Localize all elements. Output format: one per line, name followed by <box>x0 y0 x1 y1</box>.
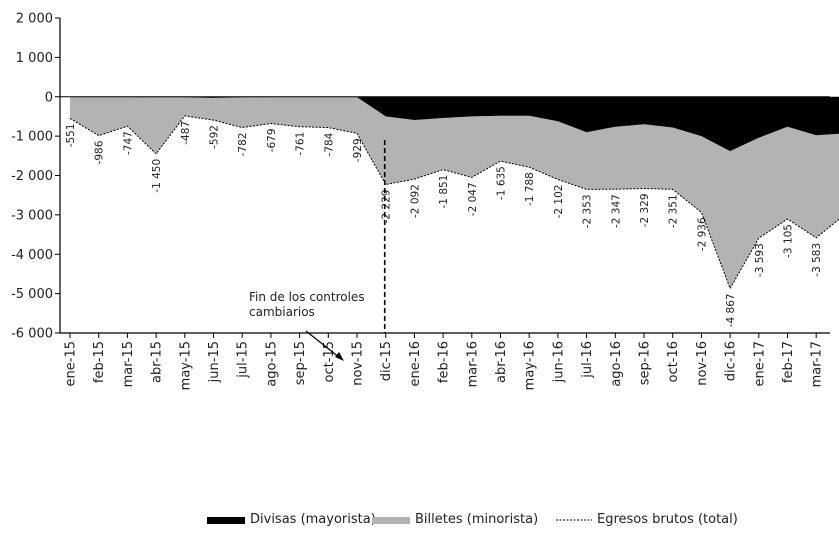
data-label: -2 353 <box>582 194 594 228</box>
x-tick-label: feb-16 <box>437 341 452 383</box>
data-label: -551 <box>65 123 77 147</box>
chart-legend: Divisas (mayorista) Billetes (minorista) E… <box>207 512 738 527</box>
x-tick-label: ene-16 <box>408 341 423 386</box>
annotation-text: Fin de los controles <box>249 290 365 304</box>
x-tick-label: dic-15 <box>379 341 394 381</box>
x-tick-label: nov-15 <box>351 341 366 386</box>
annotation-text: cambiarios <box>249 305 315 319</box>
area-divisas-mayorista <box>70 96 839 152</box>
x-tick-label: oct-15 <box>322 341 337 382</box>
x-tick-label: mar-16 <box>465 341 480 387</box>
data-label: -2 047 <box>467 182 479 216</box>
data-label: -929 <box>352 138 364 162</box>
data-label: -784 <box>323 132 335 156</box>
legend-label-billetes: Billetes (minorista) <box>415 512 538 527</box>
x-tick-label: may-15 <box>178 341 193 390</box>
x-tick-label: ene-17 <box>752 341 767 386</box>
x-tick-label: sep-15 <box>293 341 308 385</box>
y-tick-label: -6 000 <box>11 327 53 342</box>
y-tick-label: 1 000 <box>16 51 53 66</box>
data-label: -2 229 <box>381 190 393 224</box>
data-label: -679 <box>266 128 278 152</box>
y-tick-label: 0 <box>45 90 53 105</box>
data-label: -2 351 <box>668 194 680 228</box>
legend-label-divisas: Divisas (mayorista) <box>250 512 376 527</box>
data-label: -1 450 <box>151 159 163 193</box>
x-tick-label: abr-16 <box>494 341 509 383</box>
x-tick-label: ago-16 <box>609 341 624 387</box>
data-label: -592 <box>209 125 221 149</box>
data-label: -3 105 <box>783 224 795 258</box>
annotation-arrowhead <box>335 352 344 361</box>
data-label: -2 092 <box>409 184 421 218</box>
x-tick-label: jun-16 <box>551 341 566 383</box>
line-egresos-brutos-total <box>69 115 839 290</box>
y-tick-label: -2 000 <box>11 169 53 184</box>
y-tick-label: -1 000 <box>11 130 53 145</box>
data-label: -1 788 <box>524 172 536 206</box>
data-label: -3 593 <box>754 243 766 277</box>
data-label: -2 347 <box>610 194 622 228</box>
legend-label-total: Egresos brutos (total) <box>597 512 738 527</box>
x-tick-label: mar-15 <box>121 341 136 387</box>
y-tick-label: 2 000 <box>16 12 53 27</box>
chart-data-labels: -551 -986 -747 -1 450 -487 -592 -782 -679 -761 -7… <box>65 121 823 327</box>
data-label: -3 583 <box>811 243 823 277</box>
chart-axes: 2 000 1 000 0 -1 000 -2 000 -3 000 -4 000 -5 00… <box>11 12 839 391</box>
x-tick-label: oct-16 <box>666 341 681 382</box>
x-tick-label: feb-15 <box>92 341 107 383</box>
chart-areas <box>69 96 839 290</box>
y-tick-label: -4 000 <box>11 248 53 263</box>
x-tick-label: mar-17 <box>810 341 825 387</box>
data-label: -782 <box>237 133 249 157</box>
x-tick-label: abr-15 <box>150 341 165 383</box>
x-tick-label: ene-15 <box>64 341 79 386</box>
x-tick-label: sep-16 <box>638 341 653 385</box>
x-tick-label: jun-15 <box>207 341 222 383</box>
legend-swatch-billetes <box>372 517 410 524</box>
data-label: -2 329 <box>639 193 651 227</box>
data-label: -4 867 <box>725 293 737 327</box>
y-tick-label: -5 000 <box>11 287 53 302</box>
data-label: -761 <box>295 132 307 156</box>
data-label: -487 <box>180 121 192 145</box>
data-label: -986 <box>94 140 106 164</box>
x-tick-label: nov-16 <box>695 341 710 386</box>
x-tick-label: dic-16 <box>724 341 739 381</box>
data-label: -747 <box>122 131 134 155</box>
x-tick-label: feb-17 <box>781 341 796 383</box>
data-label: -1 635 <box>496 166 508 200</box>
x-tick-label: jul-15 <box>236 341 251 379</box>
data-label: -2 102 <box>553 185 565 219</box>
x-tick-label: may-16 <box>523 341 538 390</box>
x-tick-label: jul-16 <box>580 341 595 379</box>
legend-swatch-divisas <box>207 517 245 524</box>
data-label: -2 936 <box>696 217 708 251</box>
area-billetes-minorista <box>70 97 839 289</box>
x-tick-label: ago-15 <box>264 341 279 387</box>
annotation-arrow <box>305 330 341 359</box>
y-tick-label: -3 000 <box>11 208 53 223</box>
data-label: -1 851 <box>438 175 450 209</box>
